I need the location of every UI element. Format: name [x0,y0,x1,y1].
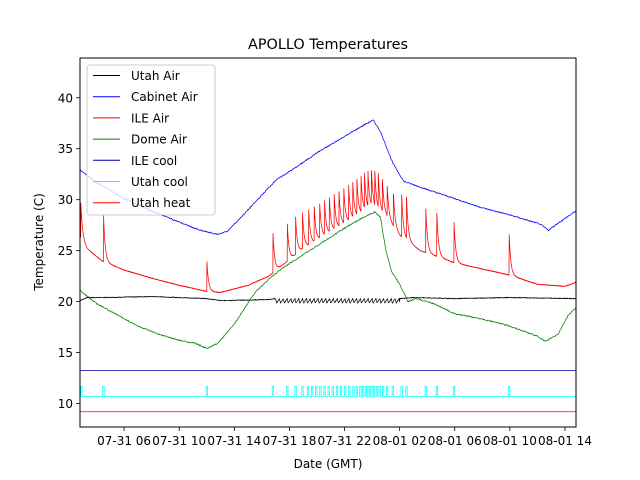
x-axis-label: Date (GMT) [294,457,363,471]
series-utah-cool-line [80,385,576,397]
x-tick-label: 08-01 14 [538,434,592,448]
legend-dome-air-label: Dome Air [131,133,187,147]
legend-ile-air-label: ILE Air [131,111,169,125]
y-axis: 10 15 20 25 30 35 40 [58,91,80,411]
legend-ile-cool-label: ILE cool [131,154,177,168]
plot-frame [79,57,577,428]
y-tick-label: 35 [58,142,73,156]
y-axis-label: Temperature (C) [32,193,46,292]
x-axis: 07-31 06 07-31 10 07-31 14 07-31 18 07-31 22… [97,427,592,448]
x-tick-label: 07-31 06 [97,434,151,448]
x-tick-label: 08-01 02 [373,434,427,448]
y-tick-label: 40 [58,91,73,105]
series-dome-air-line [80,211,576,349]
x-tick-label: 07-31 18 [262,434,316,448]
x-tick-label: 07-31 14 [207,434,261,448]
x-tick-label: 07-31 10 [152,434,206,448]
x-tick-label: 08-01 10 [483,434,537,448]
y-tick-label: 15 [58,346,73,360]
legend-utah-air-label: Utah Air [131,69,180,83]
y-tick-label: 25 [58,244,73,258]
legend-utah-heat-label: Utah heat [131,196,191,210]
y-tick-label: 20 [58,295,73,309]
x-tick-label: 08-01 06 [428,434,482,448]
legend-utah-cool-label: Utah cool [131,175,188,189]
series-cabinet-air-line [80,119,576,235]
series-ile-air-line [80,170,576,294]
series-utah-air-line [80,295,576,304]
y-tick-label: 10 [58,397,73,411]
chart-title: APOLLO Temperatures [248,37,408,53]
legend-box [86,64,216,216]
legend: Utah Air Cabinet Air ILE Air Dome Air ILE co… [86,64,216,216]
legend-cabinet-air-label: Cabinet Air [131,90,198,104]
y-tick-label: 30 [58,193,73,207]
series-layer [80,119,576,413]
x-tick-label: 07-31 22 [318,434,372,448]
